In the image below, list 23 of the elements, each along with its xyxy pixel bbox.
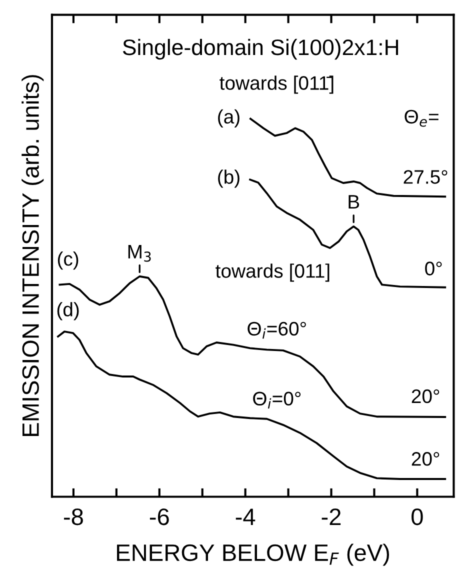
annotation: 20°: [412, 452, 440, 466]
text: towards [011̄]: [220, 76, 334, 94]
annotation: Θ$_{i}$=60°: [248, 322, 306, 339]
x-tick-label: -4: [236, 508, 256, 525]
annotation: (b): [218, 170, 240, 188]
annotation: Θ$_{e}$=: [404, 110, 438, 127]
annotation: B: [348, 195, 360, 209]
x-axis-title: ENERGY BELOW E$_{F}$ (eV): [117, 544, 390, 566]
annotation: towards [011]: [216, 264, 330, 282]
x-tick-label: -6: [150, 508, 169, 526]
x-tick-label: 0: [412, 508, 423, 526]
annotation: (d): [57, 302, 79, 320]
x-tick-label: -8: [64, 508, 83, 526]
annotation: (c): [58, 252, 78, 270]
chart-title: Single-domain Si(100)2x1:H: [122, 38, 398, 60]
y-axis-title: EMISSION INTENSITY (arb. units): [22, 75, 44, 436]
annotation: 20°: [412, 389, 440, 404]
x-tick-label: -2: [322, 508, 341, 525]
annotation: M$_{3}$: [128, 245, 151, 262]
annotation: (a): [218, 109, 240, 128]
annotation: Θ$_{i}$=0°: [253, 392, 301, 409]
annotation: 0°: [425, 262, 442, 276]
annotation: 27.5°: [404, 170, 448, 184]
